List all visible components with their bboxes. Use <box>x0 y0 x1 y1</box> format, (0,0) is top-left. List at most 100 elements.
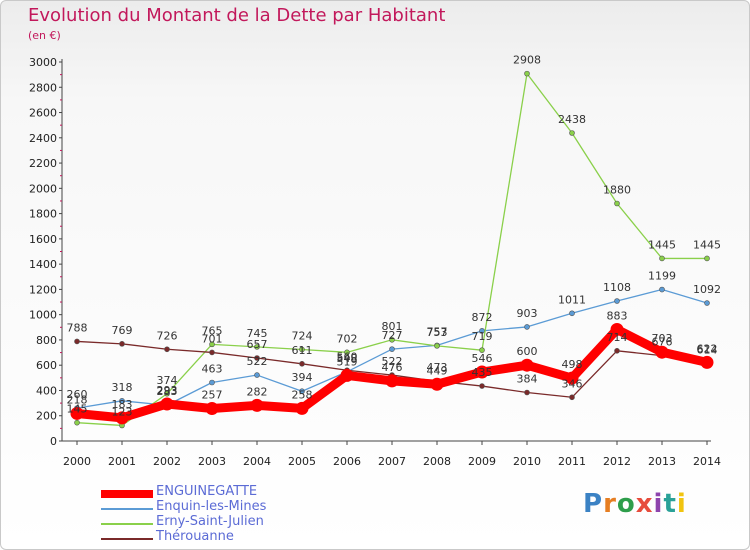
data-label: 1108 <box>603 281 631 294</box>
data-label: 727 <box>382 329 403 342</box>
data-label: 2438 <box>558 113 586 126</box>
data-point <box>205 402 219 416</box>
data-label: 282 <box>247 385 268 398</box>
x-tick-label: 2012 <box>603 455 631 468</box>
data-label: 449 <box>427 364 448 377</box>
x-tick-label: 2004 <box>243 455 271 468</box>
data-point <box>704 300 710 306</box>
data-label: 753 <box>427 326 448 339</box>
data-point <box>115 411 129 425</box>
data-point <box>250 398 264 412</box>
data-point <box>254 372 260 378</box>
data-point <box>614 298 620 304</box>
data-point <box>74 338 80 345</box>
data-label: 714 <box>607 331 628 344</box>
data-point <box>659 286 665 293</box>
data-label: 600 <box>517 345 538 358</box>
legend-swatch <box>101 538 153 540</box>
data-label: 788 <box>67 321 88 334</box>
data-point <box>524 389 530 396</box>
data-point <box>479 383 485 389</box>
x-tick-label: 2006 <box>333 455 361 468</box>
data-point <box>70 406 84 420</box>
data-point <box>119 341 125 347</box>
data-point <box>299 388 305 395</box>
data-label: 258 <box>292 388 313 401</box>
data-label: 1199 <box>648 270 676 283</box>
data-point <box>389 337 395 343</box>
data-label: 1445 <box>648 238 676 251</box>
y-tick-label: 1800 <box>29 208 57 221</box>
data-label: 435 <box>472 366 493 379</box>
data-label: 702 <box>337 332 358 345</box>
data-point <box>610 322 624 336</box>
x-tick-label: 2013 <box>648 455 676 468</box>
x-tick-label: 2002 <box>153 455 181 468</box>
data-point <box>614 347 620 354</box>
data-label: 548 <box>337 352 358 365</box>
legend-swatch <box>101 523 153 525</box>
x-tick-label: 2000 <box>63 455 91 468</box>
data-point <box>389 346 395 352</box>
legend-swatch <box>101 508 153 510</box>
logo-letter: r <box>603 489 617 519</box>
data-label: 384 <box>517 372 538 385</box>
y-tick-label: 1200 <box>29 283 57 296</box>
legend-swatch <box>101 490 153 498</box>
logo-letter: i <box>653 489 664 519</box>
data-point <box>704 255 710 262</box>
logo-letter: P <box>583 489 604 519</box>
line-chart: 0 200 400 600 800 1000 1200 1400 1600 1800 2000 220… <box>29 54 721 468</box>
data-point <box>520 358 534 372</box>
y-tick-label: 3000 <box>29 56 57 69</box>
legend-label: Thérouanne <box>156 529 234 544</box>
data-point <box>569 394 575 401</box>
data-label: 614 <box>697 343 718 356</box>
data-point <box>385 374 399 388</box>
y-tick-label: 200 <box>36 410 57 423</box>
data-point <box>479 347 485 353</box>
data-label: 293 <box>157 384 178 397</box>
data-label: 1092 <box>693 283 721 296</box>
y-tick-label: 2800 <box>29 81 57 94</box>
data-point <box>569 130 575 136</box>
data-point <box>565 371 579 385</box>
data-label: 701 <box>202 332 223 345</box>
data-point <box>475 365 489 379</box>
data-point <box>659 255 665 262</box>
data-point <box>700 355 714 369</box>
data-point <box>209 379 215 386</box>
data-point <box>164 390 170 397</box>
x-tick-label: 2001 <box>108 455 136 468</box>
data-label: 883 <box>607 309 628 322</box>
x-tick-label: 2011 <box>558 455 586 468</box>
y-tick-label: 2600 <box>29 107 57 120</box>
data-label: 765 <box>202 324 223 337</box>
chart-title: Evolution du Montant de la Dette par Hab… <box>28 5 446 26</box>
data-point <box>119 398 125 404</box>
data-label: 1011 <box>558 293 586 306</box>
data-label: 463 <box>202 363 223 376</box>
x-tick-label: 2007 <box>378 455 406 468</box>
data-point <box>164 346 170 353</box>
data-point <box>434 343 440 349</box>
data-label: 622 <box>697 342 718 355</box>
data-point <box>209 341 215 348</box>
logo-letter: i <box>676 489 687 519</box>
x-tick-label: 2010 <box>513 455 541 468</box>
data-label: 726 <box>157 329 178 342</box>
data-label: 757 <box>427 325 448 338</box>
data-point <box>344 349 350 356</box>
data-label: 519 <box>337 355 358 368</box>
logo-letter: t <box>663 489 677 519</box>
data-label: 745 <box>247 327 268 340</box>
x-tick-label: 2005 <box>288 455 316 468</box>
x-tick-label: 2008 <box>423 455 451 468</box>
data-label: 257 <box>202 389 223 402</box>
data-point <box>299 346 305 353</box>
data-label: 346 <box>562 377 583 390</box>
data-label: 522 <box>247 355 268 368</box>
data-label: 676 <box>652 336 673 349</box>
data-label: 476 <box>382 361 403 374</box>
